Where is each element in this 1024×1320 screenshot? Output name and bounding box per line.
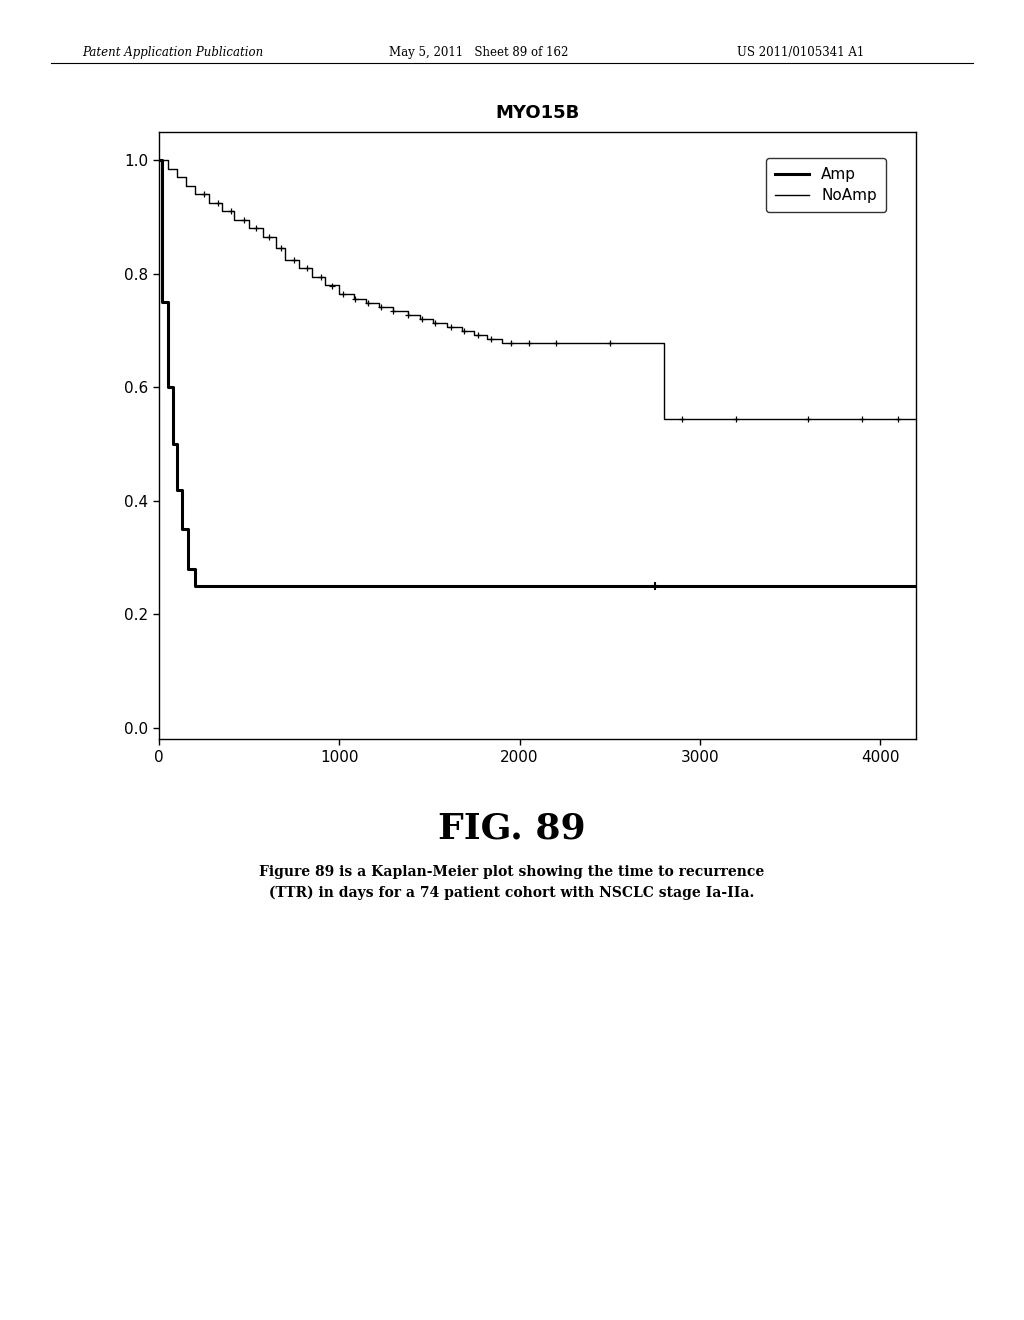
NoAmp (910, 411, 923, 426)
Line: NoAmp: NoAmp (159, 160, 916, 418)
Text: Figure 89 is a Kaplan-Meier plot showing the time to recurrence
(TTR) in days fo: Figure 89 is a Kaplan-Meier plot showing… (259, 865, 765, 900)
NoAmp (649, 335, 662, 351)
NoAmp (468, 327, 480, 343)
NoAmp (360, 296, 373, 312)
NoAmp (441, 319, 454, 335)
Amp (162, 379, 174, 395)
Text: FIG. 89: FIG. 89 (438, 812, 586, 846)
NoAmp (531, 335, 544, 351)
NoAmp (414, 312, 426, 327)
NoAmp (270, 240, 283, 256)
Text: May 5, 2011   Sheet 89 of 162: May 5, 2011 Sheet 89 of 162 (389, 46, 568, 59)
NoAmp (318, 277, 331, 293)
NoAmp (203, 195, 215, 211)
Amp (157, 152, 169, 168)
NoAmp (162, 161, 174, 177)
NoAmp (622, 335, 634, 351)
Amp (910, 578, 923, 594)
Amp (153, 152, 165, 168)
NoAmp (401, 308, 414, 323)
Amp (157, 294, 169, 310)
Line: Amp: Amp (159, 160, 916, 586)
NoAmp (179, 178, 191, 194)
NoAmp (481, 331, 494, 347)
NoAmp (427, 315, 439, 331)
Text: US 2011/0105341 A1: US 2011/0105341 A1 (737, 46, 864, 59)
NoAmp (387, 304, 399, 319)
NoAmp (216, 203, 228, 219)
NoAmp (373, 300, 385, 315)
NoAmp (657, 411, 670, 426)
NoAmp (550, 335, 562, 351)
Title: MYO15B: MYO15B (496, 104, 580, 123)
NoAmp (188, 186, 201, 202)
NoAmp (228, 213, 241, 228)
NoAmp (333, 286, 345, 302)
NoAmp (293, 260, 305, 276)
NoAmp (513, 335, 525, 351)
NoAmp (586, 335, 598, 351)
Amp (181, 561, 194, 577)
NoAmp (171, 169, 183, 185)
Amp (207, 578, 219, 594)
Legend: Amp, NoAmp: Amp, NoAmp (766, 158, 886, 213)
NoAmp (243, 220, 255, 236)
NoAmp (306, 269, 318, 285)
NoAmp (496, 335, 508, 351)
Amp (188, 578, 201, 594)
NoAmp (347, 292, 359, 308)
NoAmp (153, 152, 165, 168)
NoAmp (257, 230, 269, 246)
Amp (167, 436, 179, 451)
NoAmp (456, 323, 468, 339)
Amp (176, 521, 188, 537)
Text: Patent Application Publication: Patent Application Publication (82, 46, 263, 59)
NoAmp (279, 252, 291, 268)
Amp (171, 482, 183, 498)
